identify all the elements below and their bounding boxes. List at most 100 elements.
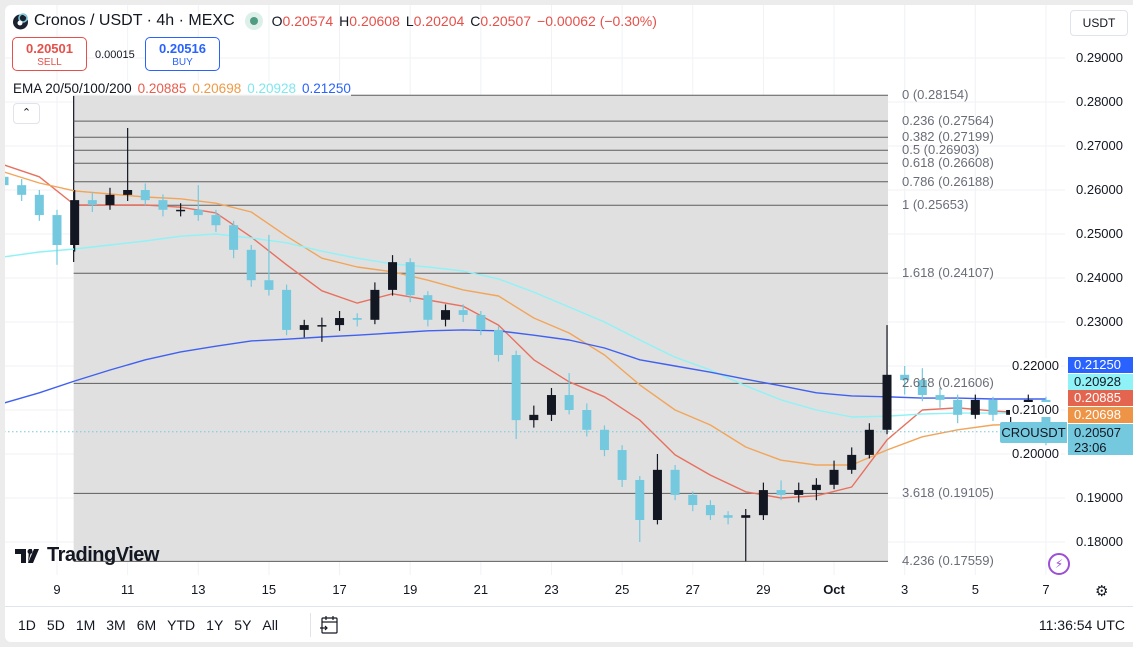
candle [723, 511, 733, 525]
candle-body [794, 490, 804, 495]
candle [882, 325, 892, 435]
candle-body [970, 399, 980, 415]
high-label: H [339, 13, 350, 29]
open-label: O [271, 13, 283, 29]
candle [140, 183, 150, 206]
range-button-1y[interactable]: 1Y [206, 617, 224, 633]
candle [211, 209, 221, 232]
price-tick-label: 0.20000 [1010, 446, 1061, 461]
date-tick-label: 11 [120, 582, 135, 597]
candle [794, 482, 804, 503]
collapse-legend-button[interactable]: ⌃ [13, 103, 40, 124]
fib-level-label: 0.236 (0.27564) [902, 113, 994, 129]
price-tick-label: 0.21000 [1010, 402, 1061, 417]
price-plot[interactable] [5, 5, 1133, 600]
date-tick-label: 19 [402, 582, 418, 597]
candle-body [670, 469, 680, 495]
lightning-icon[interactable]: ⚡︎ [1048, 553, 1070, 575]
candle [282, 284, 292, 336]
range-button-ytd[interactable]: YTD [167, 617, 196, 633]
price-tick-label: 0.18000 [1076, 534, 1123, 549]
currency-selector[interactable]: USDT [1070, 10, 1128, 36]
candle [829, 460, 839, 490]
candle [776, 480, 786, 501]
candle-body [847, 454, 857, 470]
date-tick-label: 27 [685, 582, 700, 597]
price-tick-label: 0.25000 [1076, 226, 1123, 241]
candle [5, 176, 9, 186]
go-to-date-calendar-icon[interactable] [318, 614, 340, 636]
low-value: 0.20204 [413, 13, 465, 29]
price-tick-label: 0.29000 [1076, 50, 1123, 65]
candle [352, 313, 362, 327]
tradingview-logo[interactable]: TradingView [15, 544, 159, 567]
candle-body [123, 190, 133, 195]
candle-body [264, 280, 274, 290]
candle-body [546, 395, 556, 415]
candle [599, 425, 609, 457]
symbol-title[interactable]: Cronos / USDT · 4h · MEXC [34, 12, 235, 29]
candle [123, 127, 133, 201]
close-value: 0.20507 [480, 13, 532, 29]
range-button-1d[interactable]: 1D [18, 617, 36, 633]
chart-pane[interactable]: Cronos / USDT · 4h · MEXC O0.20574 H0.20… [5, 5, 1133, 642]
ema-legend[interactable]: EMA 20/50/100/200 0.20885 0.20698 0.2092… [13, 81, 351, 96]
range-button-5y[interactable]: 5Y [234, 617, 252, 633]
candle [635, 476, 645, 542]
candle [370, 282, 380, 325]
candle-body [864, 429, 874, 455]
candle [476, 311, 486, 336]
price-tick-label: 0.19000 [1076, 490, 1123, 505]
date-tick-label: 29 [756, 582, 771, 597]
candle [105, 187, 115, 210]
sell-button[interactable]: 0.20501 SELL [12, 37, 87, 71]
candle [988, 396, 998, 421]
range-button-3m[interactable]: 3M [106, 617, 126, 633]
candle [317, 317, 327, 342]
utc-clock[interactable]: 11:36:54 UTC [1038, 617, 1125, 633]
candle-body [211, 215, 221, 226]
ema200-value: 0.21250 [302, 81, 351, 96]
range-button-1m[interactable]: 1M [75, 617, 96, 633]
change-value: −0.00062 (−0.30%) [537, 13, 657, 29]
candle-body [688, 494, 698, 506]
date-tick-label: 15 [261, 582, 277, 597]
ema-price-tag: 0.20698 [1068, 407, 1133, 424]
candle [246, 245, 256, 287]
range-button-all[interactable]: All [262, 617, 278, 633]
candle-body [317, 325, 327, 327]
range-button-5d[interactable]: 5D [46, 617, 65, 633]
candle [299, 319, 309, 338]
price-tick-label: 0.24000 [1076, 270, 1123, 285]
candle [935, 388, 945, 408]
price-tick-label: 0.26000 [1076, 182, 1123, 197]
settings-gear-icon[interactable]: ⚙ [1095, 583, 1109, 600]
buy-button[interactable]: 0.20516 BUY [145, 37, 220, 71]
candle-body [423, 295, 433, 320]
candle [193, 185, 203, 221]
candle-body [5, 176, 9, 186]
ema50-value: 0.20698 [192, 81, 242, 96]
candle-body [52, 215, 62, 245]
ohlc-values: O0.20574 H0.20608 L0.20204 C0.20507 −0.0… [272, 13, 657, 29]
buy-price: 0.20516 [159, 41, 206, 56]
ema-price-tag: 0.21250 [1068, 357, 1133, 373]
candle [900, 366, 910, 395]
candle [52, 209, 62, 265]
candle-body [953, 399, 963, 415]
candle-body [34, 194, 44, 216]
candle-body [776, 490, 786, 495]
candle [652, 454, 662, 525]
candle [87, 192, 97, 212]
price-tick-label: 0.22000 [1010, 358, 1061, 373]
range-button-6m[interactable]: 6M [136, 617, 157, 633]
candle [264, 234, 274, 296]
symbol-header: Cronos / USDT · 4h · MEXC O0.20574 H0.20… [12, 12, 657, 30]
candle-body [405, 262, 415, 296]
fib-level-label: 1.618 (0.24107) [902, 265, 994, 281]
candle [405, 258, 415, 303]
market-status-icon [244, 12, 263, 30]
date-tick-label: 21 [473, 582, 489, 597]
candle-body [635, 479, 645, 520]
fib-level-label: 3.618 (0.19105) [902, 485, 994, 501]
